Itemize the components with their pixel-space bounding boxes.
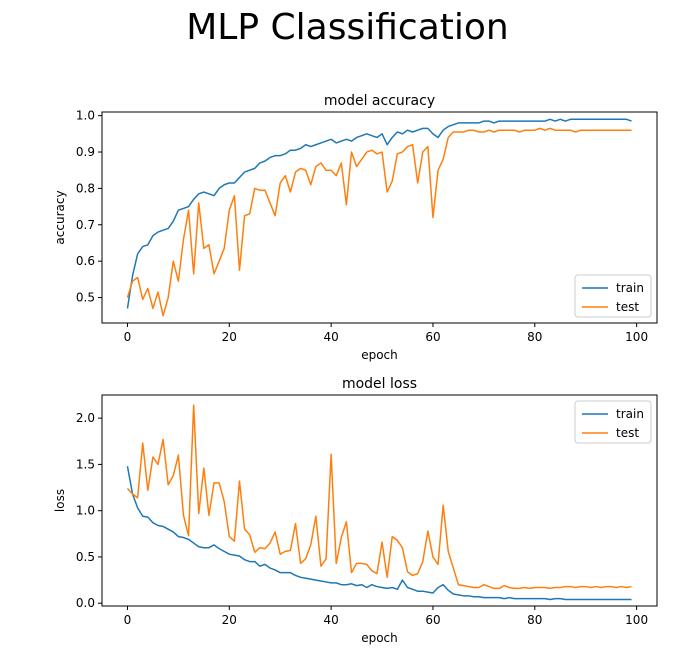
subplot-1: model accuracy 0 20 40 60 80 100 0.5 0.6 0.7 0.8 0.… bbox=[53, 93, 658, 362]
y-tick-label: 1.0 bbox=[76, 504, 95, 518]
series-line-test bbox=[126, 127, 632, 317]
x-tick-label: 40 bbox=[323, 330, 338, 344]
x-tick-label: 60 bbox=[425, 613, 440, 627]
y-tick-label: 0.7 bbox=[76, 218, 95, 232]
y-tick-label: 0.5 bbox=[76, 550, 95, 564]
y-tick-label: 2.0 bbox=[76, 411, 95, 425]
x-tick-label: 20 bbox=[222, 613, 237, 627]
x-tick-label: 100 bbox=[625, 613, 648, 627]
y-tick-label: 0.0 bbox=[76, 596, 95, 610]
x-tick-label: 20 bbox=[222, 330, 237, 344]
y-axis-label: accuracy bbox=[53, 190, 67, 244]
legend-label-train: train bbox=[616, 407, 644, 421]
x-tick-label: 60 bbox=[425, 330, 440, 344]
subplot-2: model loss 0 20 40 60 80 100 0.0 0.5 1.0 1.5 2.0 epo… bbox=[53, 376, 658, 645]
series-line-train bbox=[126, 118, 632, 309]
figure-title: MLP Classification bbox=[186, 7, 509, 48]
x-tick-label: 80 bbox=[527, 613, 542, 627]
subplot-title: model loss bbox=[342, 376, 417, 392]
series-line-test bbox=[126, 404, 632, 590]
x-tick-label: 100 bbox=[625, 330, 648, 344]
legend-label-test: test bbox=[616, 300, 639, 314]
legend-label-test: test bbox=[616, 426, 639, 440]
y-tick-label: 1.5 bbox=[76, 457, 95, 471]
legend-label-train: train bbox=[616, 281, 644, 295]
x-tick-label: 0 bbox=[124, 330, 132, 344]
legend: train test bbox=[574, 400, 652, 444]
y-axis-label: loss bbox=[53, 489, 67, 512]
x-axis-label: epoch bbox=[361, 631, 398, 645]
x-tick-label: 80 bbox=[527, 330, 542, 344]
axes-frame bbox=[101, 394, 658, 607]
subplot-title: model accuracy bbox=[324, 93, 435, 109]
y-tick-label: 0.6 bbox=[76, 254, 95, 268]
y-tick-label: 0.9 bbox=[76, 145, 95, 159]
axes-frame bbox=[101, 111, 658, 324]
x-axis-label: epoch bbox=[361, 348, 398, 362]
series-line-train bbox=[126, 466, 632, 601]
y-tick-label: 0.8 bbox=[76, 181, 95, 195]
legend: train test bbox=[574, 274, 652, 318]
y-tick-label: 1.0 bbox=[76, 109, 95, 123]
x-tick-label: 0 bbox=[124, 613, 132, 627]
y-tick-label: 0.5 bbox=[76, 291, 95, 305]
x-tick-label: 40 bbox=[323, 613, 338, 627]
